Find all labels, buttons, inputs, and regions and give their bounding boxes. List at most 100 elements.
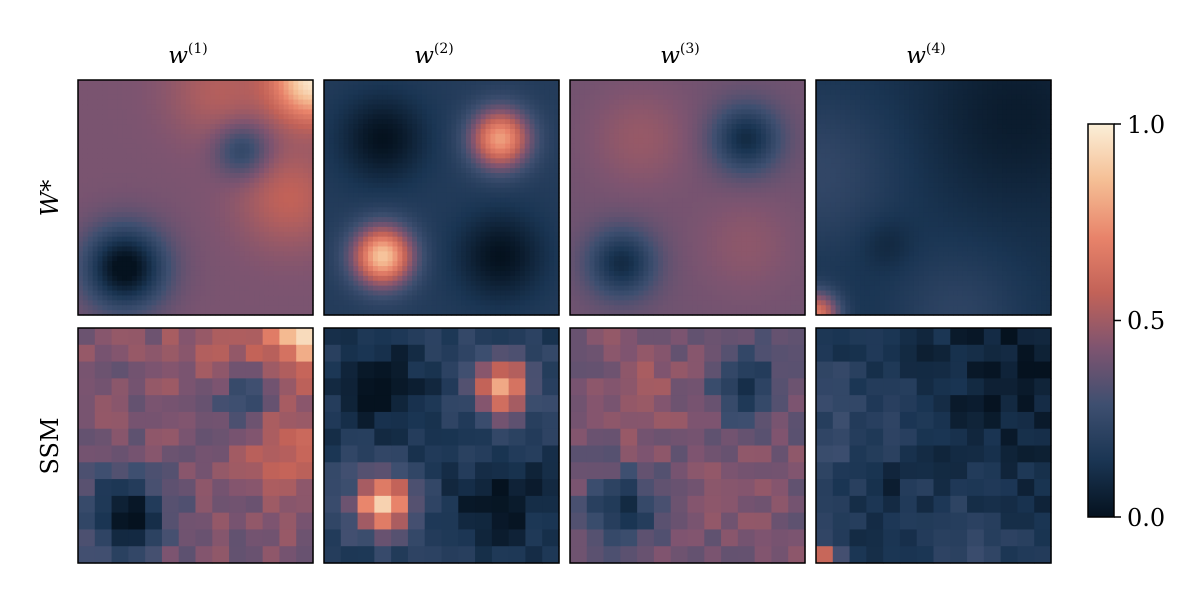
heatmap-cell — [112, 177, 118, 184]
heatmap-cell — [122, 158, 128, 164]
heatmap-cell — [363, 153, 369, 159]
heatmap-cell — [338, 133, 345, 140]
heatmap-cell — [82, 285, 89, 292]
heatmap-cell — [426, 197, 433, 203]
heatmap-cell — [363, 256, 369, 262]
heatmap-cell — [353, 104, 359, 110]
heatmap-cell — [303, 236, 309, 243]
heatmap-cell — [229, 462, 247, 480]
heatmap-cell — [534, 163, 541, 169]
heatmap-cell — [475, 361, 493, 379]
heatmap-cell — [278, 148, 285, 155]
heatmap-cell — [534, 261, 541, 267]
heatmap-cell — [456, 217, 462, 223]
heatmap-cell — [126, 280, 133, 287]
heatmap-cell — [465, 310, 472, 316]
heatmap-cell — [200, 197, 206, 203]
heatmap-cell — [500, 270, 506, 277]
heatmap-cell — [485, 89, 492, 96]
heatmap-cell — [283, 231, 290, 238]
heatmap-cell — [136, 305, 143, 311]
heatmap-cell — [249, 231, 255, 238]
heatmap-cell — [514, 89, 521, 96]
heatmap-cell — [554, 168, 560, 174]
heatmap-cell — [268, 295, 275, 301]
heatmap-cell — [166, 270, 172, 277]
heatmap-cell — [296, 445, 314, 463]
heatmap-cell — [249, 133, 255, 140]
heatmap-cell — [412, 104, 418, 110]
heatmap-cell — [510, 104, 516, 110]
heatmap-cell — [441, 192, 447, 199]
heatmap-cell — [283, 290, 290, 297]
heatmap-cell — [278, 153, 285, 159]
heatmap-cell — [549, 221, 555, 228]
heatmap-cell — [353, 251, 359, 257]
heatmap-cell — [368, 89, 374, 96]
heatmap-cell — [259, 290, 265, 297]
heatmap-cell — [288, 246, 295, 252]
heatmap-cell — [397, 256, 403, 262]
heatmap-cell — [195, 133, 201, 140]
heatmap-cell — [402, 173, 408, 179]
heatmap-cell — [273, 163, 280, 169]
heatmap-cell — [505, 285, 511, 292]
heatmap-cell — [78, 236, 84, 243]
heatmap-cell — [328, 177, 335, 184]
heatmap-cell — [363, 173, 369, 179]
heatmap-cell — [212, 512, 230, 531]
heatmap-cell — [505, 221, 511, 228]
heatmap-cell — [161, 80, 167, 86]
heatmap-cell — [87, 231, 94, 238]
heatmap-cell — [485, 202, 492, 208]
heatmap-cell — [210, 236, 216, 243]
heatmap-cell — [180, 305, 187, 311]
heatmap-cell — [102, 109, 108, 115]
heatmap-cell — [92, 84, 99, 91]
heatmap-cell — [308, 128, 314, 135]
heatmap-cell — [171, 310, 177, 316]
heatmap-cell — [480, 109, 487, 115]
heatmap-cell — [544, 168, 550, 174]
heatmap-cell — [136, 266, 143, 272]
heatmap-cell — [190, 207, 197, 213]
heatmap-cell — [102, 212, 108, 218]
heatmap-cell — [407, 94, 413, 101]
heatmap-cell — [524, 192, 531, 199]
heatmap-cell — [514, 192, 521, 199]
heatmap-cell — [107, 104, 113, 110]
heatmap-cell — [190, 231, 197, 238]
heatmap-cell — [544, 138, 550, 145]
heatmap-cell — [107, 94, 113, 101]
heatmap-cell — [333, 158, 340, 164]
heatmap-cell — [156, 124, 162, 130]
heatmap-cell — [94, 479, 113, 497]
heatmap-cell — [514, 104, 521, 110]
heatmap-cell — [229, 395, 247, 413]
heatmap-cell — [185, 148, 192, 155]
heatmap-cell — [441, 275, 447, 282]
heatmap-cell — [254, 202, 260, 208]
heatmap-cell — [249, 202, 255, 208]
heatmap-cell — [554, 207, 560, 213]
heatmap-cell — [426, 266, 433, 272]
heatmap-cell — [249, 261, 255, 267]
heatmap-cell — [441, 378, 459, 396]
heatmap-cell — [178, 428, 197, 447]
heatmap-cell — [475, 479, 493, 497]
heatmap-cell — [446, 221, 452, 228]
heatmap-cell — [141, 80, 148, 86]
heatmap-cell — [180, 270, 187, 277]
heatmap-cell — [368, 197, 374, 203]
heatmap-cell — [338, 212, 345, 218]
heatmap-cell — [195, 207, 201, 213]
heatmap-cell — [234, 119, 241, 125]
heatmap-cell — [303, 295, 309, 301]
heatmap-cell — [175, 256, 182, 262]
heatmap-cell — [171, 148, 177, 155]
heatmap-cell — [333, 207, 340, 213]
heatmap-cell — [324, 300, 330, 306]
heatmap-cell — [190, 202, 197, 208]
heatmap-cell — [264, 285, 270, 292]
heatmap-cell — [338, 182, 345, 189]
